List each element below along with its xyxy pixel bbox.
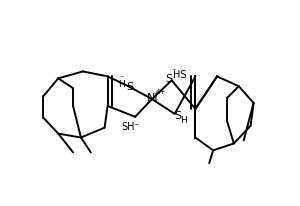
Text: S: S <box>165 74 172 84</box>
Text: H: H <box>118 80 125 89</box>
Text: SH⁻: SH⁻ <box>121 122 140 132</box>
Text: HS: HS <box>173 70 186 80</box>
Text: Ni: Ni <box>147 93 159 103</box>
Text: ⁻: ⁻ <box>119 74 124 83</box>
Text: H: H <box>180 116 187 125</box>
Text: ⁻: ⁻ <box>171 67 176 76</box>
Text: 4+: 4+ <box>156 89 166 95</box>
Text: S: S <box>174 111 181 121</box>
Text: S: S <box>127 82 134 92</box>
